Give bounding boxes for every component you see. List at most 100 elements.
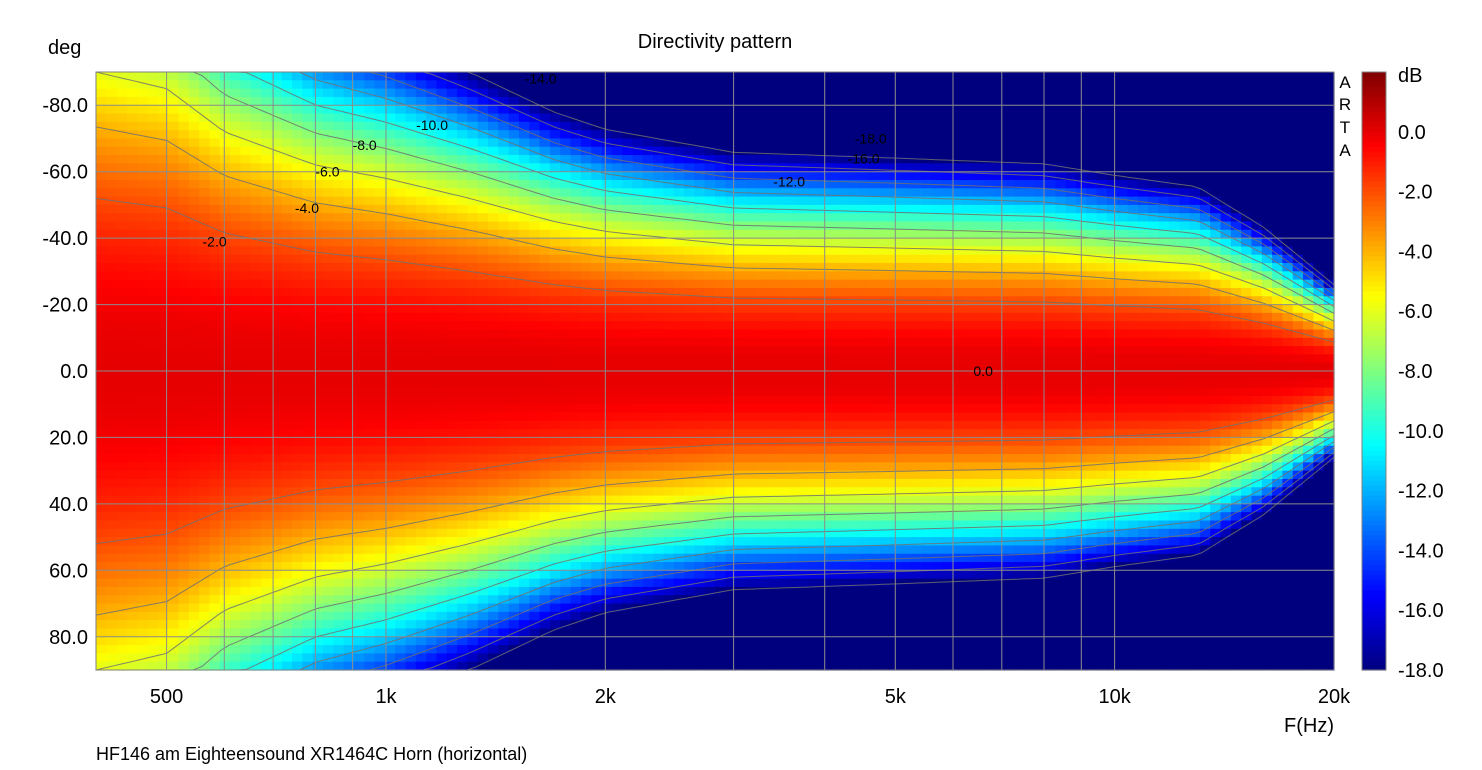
heatmap-cell	[188, 454, 200, 463]
heatmap-cell	[343, 395, 355, 405]
heatmap-cell	[663, 404, 675, 414]
heatmap-cell	[261, 254, 272, 264]
heatmap-cell	[199, 163, 211, 173]
heatmap-cell	[333, 636, 345, 646]
heatmap-cell	[333, 578, 345, 588]
heatmap-cell	[756, 503, 768, 513]
heatmap-cell	[642, 379, 654, 389]
heatmap-cell	[508, 379, 520, 389]
heatmap-cell	[684, 204, 695, 214]
heatmap-cell	[467, 163, 479, 173]
heatmap-cell	[395, 171, 407, 181]
heatmap-cell	[549, 503, 561, 513]
heatmap-cell	[467, 379, 479, 389]
heatmap-cell	[302, 395, 314, 405]
heatmap-cell	[560, 462, 572, 472]
heatmap-cell	[653, 603, 665, 613]
heatmap-cell	[787, 437, 799, 447]
heatmap-cell	[333, 263, 345, 272]
heatmap-cell	[116, 562, 128, 571]
heatmap-cell	[539, 495, 551, 505]
heatmap-cell	[302, 412, 314, 422]
heatmap-cell	[560, 412, 572, 422]
heatmap-cell	[384, 620, 396, 630]
heatmap-cell	[776, 595, 788, 605]
heatmap-cell	[467, 478, 479, 488]
heatmap-cell	[694, 254, 706, 264]
heatmap-cell	[147, 586, 159, 596]
heatmap-cell	[457, 346, 468, 355]
heatmap-cell	[415, 636, 427, 646]
heatmap-cell	[395, 263, 407, 272]
heatmap-cell	[611, 213, 623, 223]
heatmap-cell	[663, 636, 675, 646]
heatmap-cell	[756, 429, 768, 439]
heatmap-cell	[498, 603, 510, 613]
heatmap-cell	[147, 196, 159, 206]
heatmap-cell	[735, 562, 747, 571]
heatmap-cell	[168, 72, 180, 81]
heatmap-cell	[374, 221, 386, 231]
heatmap-cell	[477, 653, 489, 663]
heatmap-cell	[488, 429, 499, 439]
heatmap-cell	[766, 146, 778, 156]
heatmap-cell	[106, 404, 118, 414]
heatmap-cell	[787, 562, 799, 571]
heatmap-cell	[209, 478, 221, 488]
heatmap-cell	[560, 72, 572, 81]
heatmap-cell	[518, 113, 530, 123]
heatmap-cell	[467, 271, 479, 281]
heatmap-cell	[704, 595, 716, 605]
heatmap-cell	[157, 113, 169, 123]
heatmap-cell	[312, 562, 324, 571]
heatmap-cell	[446, 537, 458, 547]
heatmap-cell	[178, 429, 190, 439]
heatmap-cell	[106, 254, 118, 264]
heatmap-cell	[715, 437, 726, 447]
heatmap-cell	[395, 354, 407, 364]
heatmap-cell	[126, 362, 138, 372]
heatmap-cell	[271, 163, 283, 173]
heatmap-cell	[663, 528, 675, 538]
heatmap-cell	[488, 495, 499, 505]
heatmap-cell	[735, 113, 747, 123]
heatmap-cell	[694, 503, 706, 513]
heatmap-cell	[611, 96, 623, 106]
heatmap-cell	[250, 553, 262, 563]
heatmap-cell	[364, 155, 376, 164]
colorbar-label: dB	[1398, 65, 1422, 87]
heatmap-cell	[539, 179, 551, 189]
heatmap-cell	[126, 628, 138, 638]
heatmap-cell	[106, 595, 118, 605]
heatmap-cell	[549, 105, 561, 115]
heatmap-cell	[673, 204, 685, 214]
heatmap-cell	[415, 146, 427, 156]
heatmap-cell	[488, 246, 499, 256]
heatmap-cell	[384, 337, 396, 347]
heatmap-cell	[673, 263, 685, 272]
heatmap-cell	[281, 196, 293, 206]
heatmap-cell	[157, 404, 169, 414]
heatmap-cell	[663, 72, 675, 81]
heatmap-cell	[343, 603, 355, 613]
heatmap-cell	[157, 429, 169, 439]
heatmap-cell	[653, 296, 665, 306]
heatmap-cell	[106, 520, 118, 530]
heatmap-cell	[776, 254, 788, 264]
heatmap-cell	[426, 528, 438, 538]
heatmap-cell	[178, 611, 190, 621]
heatmap-cell	[601, 487, 613, 497]
heatmap-cell	[147, 570, 159, 580]
heatmap-cell	[292, 412, 303, 422]
heatmap-cell	[147, 296, 159, 306]
heatmap-cell	[549, 346, 561, 355]
heatmap-cell	[261, 329, 272, 339]
heatmap-cell	[663, 570, 675, 580]
heatmap-cell	[333, 404, 345, 414]
heatmap-cell	[312, 337, 324, 347]
heatmap-cell	[457, 437, 468, 447]
heatmap-cell	[395, 312, 407, 322]
heatmap-cell	[539, 371, 551, 380]
heatmap-cell	[116, 645, 128, 654]
heatmap-cell	[353, 586, 365, 596]
